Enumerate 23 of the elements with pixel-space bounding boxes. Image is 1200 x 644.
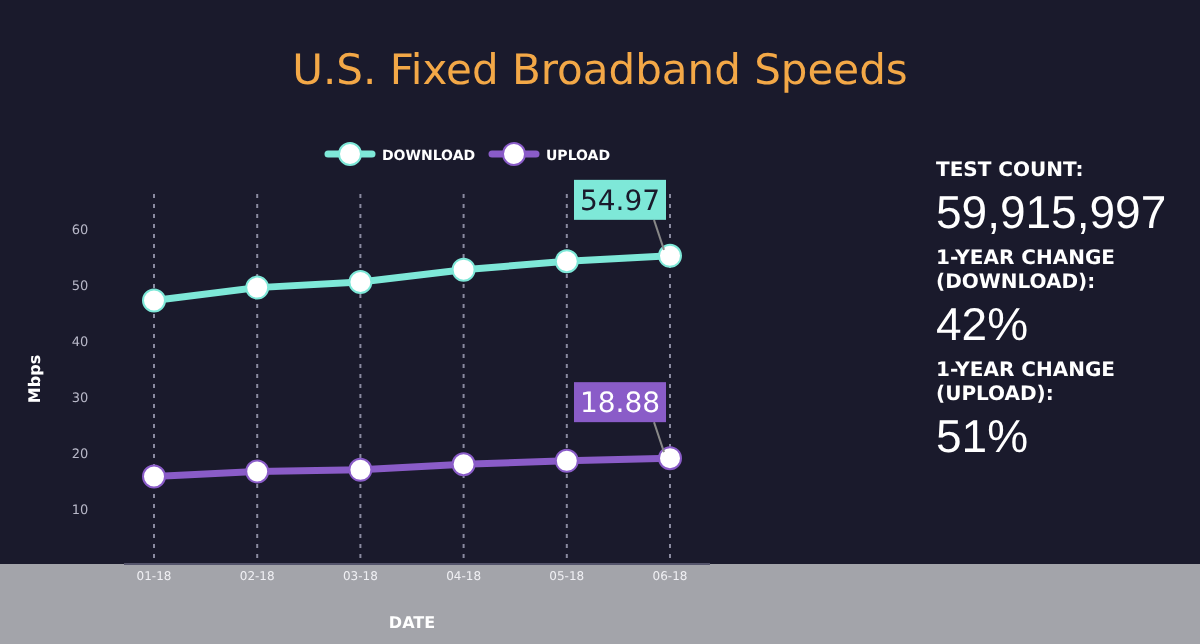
point — [348, 270, 373, 295]
y-axis-title: Mbps — [26, 354, 44, 404]
point — [451, 257, 476, 282]
x-axis-title: DATE — [388, 614, 436, 632]
text: 59,915,997 — [936, 186, 1167, 238]
text: 1-YEAR CHANGE (DOWNLOAD): — [936, 248, 1116, 294]
data-label: 54.97 — [579, 185, 661, 218]
text: 1-YEAR CHANGE (UPLOAD): — [936, 360, 1116, 406]
point — [142, 464, 166, 489]
point — [554, 249, 579, 274]
point — [348, 457, 373, 482]
text: 51% — [936, 410, 1029, 462]
chart-title: U.S. Fixed Broadband Speeds — [292, 46, 908, 94]
point — [658, 243, 682, 268]
text: 42% — [936, 298, 1029, 350]
point — [658, 446, 682, 471]
point — [245, 275, 270, 300]
point — [451, 452, 476, 477]
point — [554, 448, 579, 473]
data-label: 18.88 — [579, 388, 661, 421]
point — [245, 459, 270, 484]
point — [142, 288, 166, 313]
text: TEST COUNT: — [936, 160, 1084, 182]
